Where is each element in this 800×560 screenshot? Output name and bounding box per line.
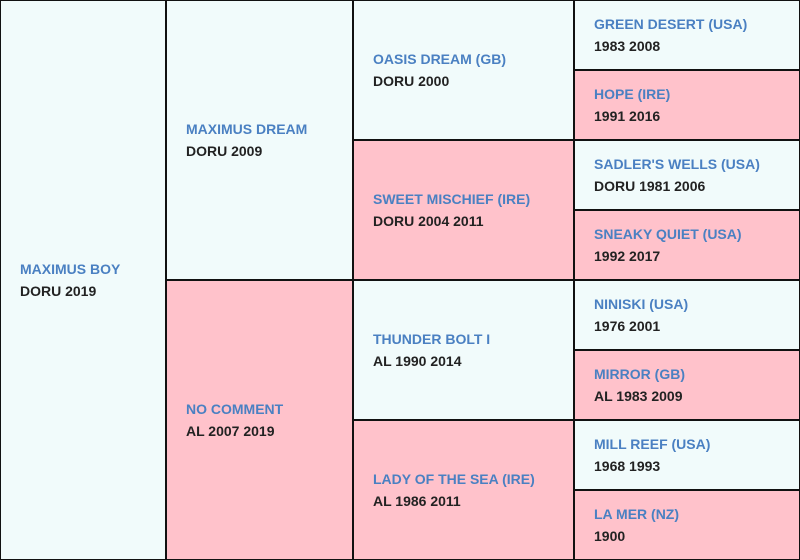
horse-info: AL 2007 2019	[186, 423, 275, 439]
horse-cell: NINISKI (USA) 1976 2001	[574, 280, 800, 350]
horse-cell: LADY OF THE SEA (IRE) AL 1986 2011	[353, 420, 574, 560]
horse-info: 1900	[594, 528, 626, 544]
horse-info: DORU 2009	[186, 143, 263, 159]
horse-name: MILL REEF (USA)	[594, 436, 711, 452]
horse-name: MAXIMUS DREAM	[186, 121, 308, 137]
horse-name: NINISKI (USA)	[594, 296, 689, 312]
horse-info: DORU 2019	[20, 283, 97, 299]
horse-cell: MILL REEF (USA) 1968 1993	[574, 420, 800, 490]
horse-cell: SNEAKY QUIET (USA) 1992 2017	[574, 210, 800, 280]
horse-cell: HOPE (IRE) 1991 2016	[574, 70, 800, 140]
horse-cell: OASIS DREAM (GB) DORU 2000	[353, 0, 574, 140]
horse-name: SADLER'S WELLS (USA)	[594, 156, 760, 172]
horse-cell: NO COMMENT AL 2007 2019	[166, 280, 353, 560]
horse-cell: MAXIMUS DREAM DORU 2009	[166, 0, 353, 280]
horse-info: DORU 2004 2011	[373, 213, 484, 229]
horse-name: LA MER (NZ)	[594, 506, 680, 522]
horse-name: SNEAKY QUIET (USA)	[594, 226, 742, 242]
horse-info: 1992 2017	[594, 248, 661, 264]
horse-name: NO COMMENT	[186, 401, 284, 417]
horse-info: 1968 1993	[594, 458, 661, 474]
horse-cell: SWEET MISCHIEF (IRE) DORU 2004 2011	[353, 140, 574, 280]
horse-name: LADY OF THE SEA (IRE)	[373, 471, 535, 487]
horse-info: 1991 2016	[594, 108, 661, 124]
horse-info: 1983 2008	[594, 38, 661, 54]
horse-cell: LA MER (NZ) 1900	[574, 490, 800, 560]
horse-info: AL 1983 2009	[594, 388, 683, 404]
horse-name: MAXIMUS BOY	[20, 261, 121, 277]
horse-info: AL 1986 2011	[373, 493, 461, 509]
horse-cell: SADLER'S WELLS (USA) DORU 1981 2006	[574, 140, 800, 210]
horse-info: DORU 1981 2006	[594, 178, 706, 194]
horse-name: OASIS DREAM (GB)	[373, 51, 506, 67]
horse-name: HOPE (IRE)	[594, 86, 671, 102]
horse-info: DORU 2000	[373, 73, 450, 89]
horse-info: 1976 2001	[594, 318, 661, 334]
horse-cell: THUNDER BOLT I AL 1990 2014	[353, 280, 574, 420]
horse-cell: GREEN DESERT (USA) 1983 2008	[574, 0, 800, 70]
horse-cell: MIRROR (GB) AL 1983 2009	[574, 350, 800, 420]
horse-name: SWEET MISCHIEF (IRE)	[373, 191, 531, 207]
horse-name: MIRROR (GB)	[594, 366, 685, 382]
horse-cell: MAXIMUS BOY DORU 2019	[0, 0, 166, 560]
horse-info: AL 1990 2014	[373, 353, 462, 369]
horse-name: THUNDER BOLT I	[373, 331, 491, 347]
horse-name: GREEN DESERT (USA)	[594, 16, 748, 32]
